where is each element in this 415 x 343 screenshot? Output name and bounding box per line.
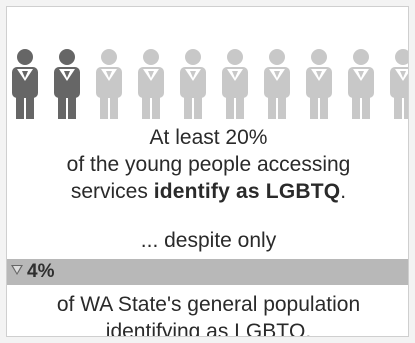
person-icon [390, 49, 408, 119]
headline-statistic: At least 20% of the young people accessi… [7, 124, 408, 205]
headline-line-3: services identify as LGBTQ. [7, 178, 408, 205]
population-percent: 4% [27, 261, 55, 282]
person-icon [96, 49, 122, 119]
headline-line-3-suffix: . [340, 180, 347, 203]
headline-line-3-prefix: services [70, 180, 154, 203]
headline-line-1: At least 20% [149, 126, 268, 149]
person-icon-highlighted [12, 49, 38, 119]
infographic-frame: At least 20% of the young people accessi… [6, 6, 409, 337]
person-icon [348, 49, 374, 119]
population-line-1: of WA State's general population [56, 293, 361, 316]
mini-person-icon [11, 265, 23, 275]
headline-line-2: of the young people accessing [66, 153, 351, 176]
person-icon-highlighted [54, 49, 80, 119]
headline-emphasis: identify as LGBTQ [153, 180, 341, 203]
person-icon [222, 49, 248, 119]
person-icon [138, 49, 164, 119]
population-description: of WA State's general population identif… [7, 291, 408, 337]
person-icon [180, 49, 206, 119]
population-bar: 4% [7, 259, 408, 285]
person-icon [306, 49, 332, 119]
person-icon [264, 49, 290, 119]
despite-text: ... despite only [140, 229, 277, 252]
people-icon-row [12, 49, 408, 119]
population-line-2: identifying as LGBTQ. [105, 320, 312, 337]
